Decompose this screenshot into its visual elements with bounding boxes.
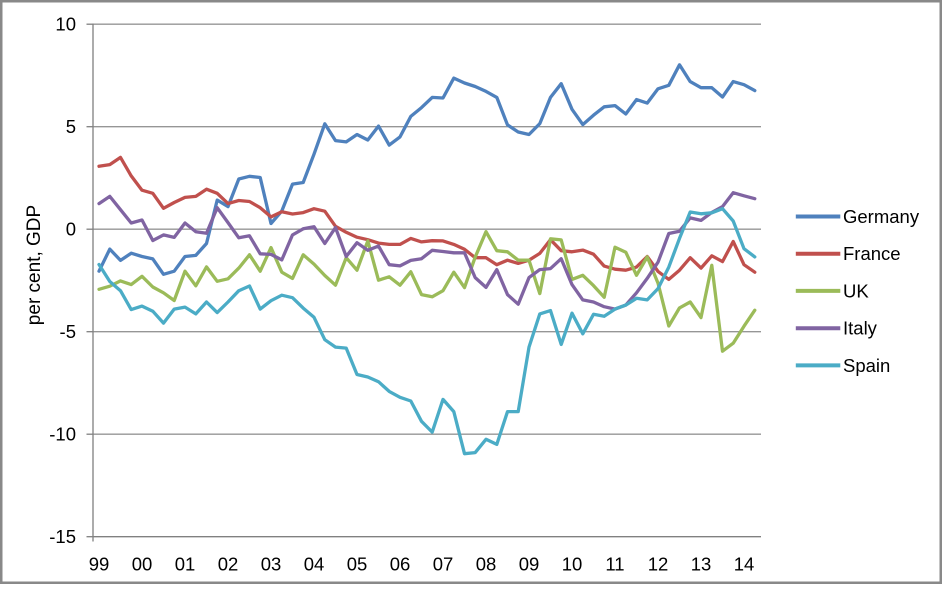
svg-text:03: 03 [261, 554, 282, 575]
svg-text:02: 02 [218, 554, 239, 575]
svg-text:10: 10 [55, 13, 76, 34]
svg-text:12: 12 [648, 554, 669, 575]
svg-text:0: 0 [66, 218, 76, 239]
svg-text:-15: -15 [49, 526, 76, 547]
svg-text:per cent, GDP: per cent, GDP [24, 205, 45, 325]
svg-text:99: 99 [89, 554, 110, 575]
svg-text:14: 14 [734, 554, 755, 575]
svg-text:France: France [843, 243, 901, 264]
svg-text:04: 04 [304, 554, 325, 575]
svg-text:13: 13 [691, 554, 712, 575]
svg-text:5: 5 [66, 116, 76, 137]
svg-text:05: 05 [347, 554, 368, 575]
svg-text:01: 01 [175, 554, 196, 575]
svg-text:10: 10 [562, 554, 583, 575]
svg-text:06: 06 [390, 554, 411, 575]
svg-text:11: 11 [605, 554, 624, 575]
svg-text:07: 07 [433, 554, 454, 575]
svg-text:-10: -10 [49, 423, 76, 444]
svg-text:09: 09 [519, 554, 540, 575]
svg-text:08: 08 [476, 554, 497, 575]
svg-text:Spain: Spain [843, 355, 890, 376]
svg-text:Italy: Italy [843, 318, 878, 339]
svg-text:Germany: Germany [843, 206, 920, 227]
svg-text:00: 00 [132, 554, 153, 575]
svg-text:UK: UK [843, 280, 869, 301]
svg-text:-5: -5 [60, 321, 76, 342]
